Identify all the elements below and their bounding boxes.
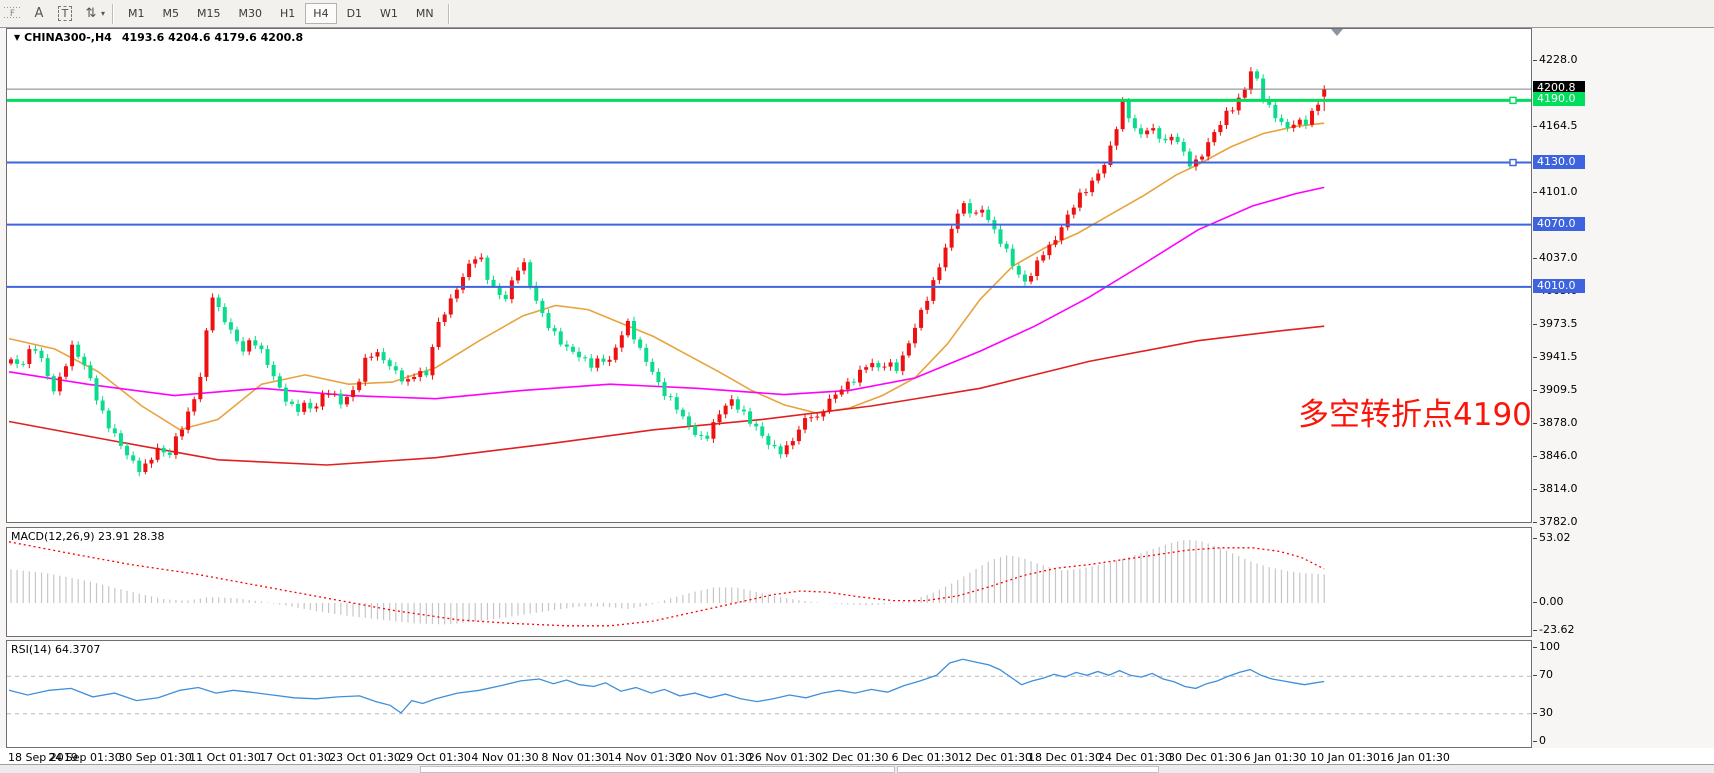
macd-tick-0.00: 0.00 [1533, 595, 1564, 609]
candlestick-chart [7, 67, 1531, 477]
status-bar [0, 764, 1714, 773]
line-handle-4190[interactable] [1509, 96, 1517, 105]
rsi-line [8, 658, 1325, 714]
status-bar-segment [897, 766, 1159, 773]
rsi-chart [7, 658, 1531, 715]
x-axis-date-label: 4 Nov 01:30 [471, 751, 539, 764]
price-tick-3846.0: 3846.0 [1533, 449, 1578, 463]
tf-button-M1[interactable]: M1 [128, 7, 145, 20]
x-axis-date-label: 10 Jan 01:30 [1310, 751, 1380, 764]
text-label-tool-icon[interactable]: A [34, 6, 44, 21]
x-axis-date-label: 26 Nov 01:30 [747, 751, 823, 764]
rsi-tick-70: 70 [1533, 668, 1553, 682]
toolbar: F A T ⇅ ▾ M1 M5 M15 M30 H1 H4 D1 W1 MN [0, 0, 1714, 28]
fibo-grid-tool-icon[interactable]: F [1, 2, 25, 25]
timeframe-buttons: M1 M5 M15 M30 H1 H4 D1 W1 MN [119, 3, 443, 24]
x-axis-date-label: 29 Oct 01:30 [399, 751, 471, 764]
chart-title: ▼ CHINA300-,H4 4193.6 4204.6 4179.6 4200.8 [14, 31, 303, 44]
x-axis-date-label: 6 Jan 01:30 [1243, 751, 1307, 764]
tf-button-MN[interactable]: MN [415, 7, 434, 20]
text-box-tool-icon[interactable]: T [53, 3, 77, 25]
tf-button-W1[interactable]: W1 [380, 7, 398, 20]
rsi-tick-30: 30 [1533, 706, 1553, 720]
x-axis-date-label: 18 Sep 2019 [8, 751, 78, 764]
rsi-panel [6, 640, 1532, 748]
x-axis-date-label: 20 Nov 01:30 [677, 751, 753, 764]
tf-button-M15[interactable]: M15 [197, 7, 221, 20]
price-tick-3782.0: 3782.0 [1533, 515, 1578, 529]
price-badge-4190.0: 4190.0 [1533, 92, 1585, 107]
main-chart-panel [6, 28, 1532, 523]
chart-shift-marker-icon [1331, 29, 1343, 36]
price-badge-4010.0: 4010.0 [1533, 278, 1585, 293]
x-axis-date-label: 2 Dec 01:30 [821, 751, 889, 764]
x-axis-date-label: 8 Nov 01:30 [541, 751, 609, 764]
price-tick-4164.5: 4164.5 [1533, 119, 1578, 133]
chart-ohlc-values: 4193.6 4204.6 4179.6 4200.8 [121, 31, 304, 44]
toolbar-separator [447, 3, 450, 24]
tf-button-M30[interactable]: M30 [238, 7, 263, 20]
x-axis-date-label: 6 Dec 01:30 [891, 751, 959, 764]
x-axis-date-label: 24 Sep 01:30 [48, 751, 122, 764]
price-tick-3973.5: 3973.5 [1533, 317, 1578, 331]
x-axis-date-label: 18 Dec 01:30 [1028, 751, 1102, 764]
rsi-indicator-label: RSI(14) 64.3707 [11, 643, 101, 656]
macd-tick-53.02: 53.02 [1533, 531, 1571, 545]
status-bar-segment [420, 766, 895, 773]
price-badge-4070.0: 4070.0 [1533, 216, 1585, 231]
price-tick-3878.0: 3878.0 [1533, 416, 1578, 430]
ma-slow-red [8, 325, 1325, 466]
time-axis: 18 Sep 2019 24 Sep 01:30 30 Sep 01:30 11 Oc… [0, 748, 1714, 764]
x-axis-date-label: 24 Dec 01:30 [1098, 751, 1172, 764]
chart-title-marker-icon: ▼ [14, 33, 21, 42]
toolbar-separator [112, 3, 115, 24]
x-axis-date-label: 17 Oct 01:30 [259, 751, 331, 764]
line-handle-4130[interactable] [1509, 158, 1517, 167]
chart-text-annotation[interactable]: 多空转折点4190 [1298, 397, 1532, 433]
price-tick-4101.0: 4101.0 [1533, 185, 1578, 199]
arrows-dropdown-icon[interactable]: ▾ [101, 9, 106, 18]
chart-symbol: CHINA300-,H4 [24, 31, 112, 44]
x-axis-date-label: 30 Sep 01:30 [118, 751, 192, 764]
macd-indicator-label: MACD(12,26,9) 23.91 28.38 [11, 530, 165, 543]
price-tick-3941.5: 3941.5 [1533, 350, 1578, 364]
macd-tick--23.62: -23.62 [1533, 623, 1574, 637]
x-axis-date-label: 16 Jan 01:30 [1380, 751, 1450, 764]
tf-button-H1[interactable]: H1 [280, 7, 296, 20]
macd-panel [6, 527, 1532, 637]
rsi-tick-100: 100 [1533, 640, 1560, 654]
arrows-tool-icon[interactable]: ⇅ [85, 6, 97, 21]
x-axis-date-label: 23 Oct 01:30 [329, 751, 401, 764]
macd-signal-line [8, 541, 1325, 627]
tf-button-M5[interactable]: M5 [162, 7, 180, 20]
ma-medium-magenta [8, 186, 1325, 400]
price-tick-3814.0: 3814.0 [1533, 482, 1578, 496]
rsi-tick-0: 0 [1533, 734, 1546, 748]
price-tick-3909.5: 3909.5 [1533, 383, 1578, 397]
x-axis-date-label: 12 Dec 01:30 [958, 751, 1032, 764]
price-tick-4037.0: 4037.0 [1533, 251, 1578, 265]
price-tick-4228.0: 4228.0 [1533, 53, 1578, 67]
x-axis-date-label: 30 Dec 01:30 [1168, 751, 1242, 764]
tf-button-D1[interactable]: D1 [346, 7, 363, 20]
x-axis-date-label: 14 Nov 01:30 [607, 751, 683, 764]
candles [9, 67, 1327, 477]
tf-button-H4[interactable]: H4 [305, 3, 337, 24]
price-badge-4200.8: 4200.8 [1533, 81, 1585, 96]
ma-fast-orange [8, 122, 1325, 431]
price-badge-4130.0: 4130.0 [1533, 154, 1585, 169]
macd-chart [8, 539, 1325, 627]
x-axis-date-label: 11 Oct 01:30 [189, 751, 261, 764]
